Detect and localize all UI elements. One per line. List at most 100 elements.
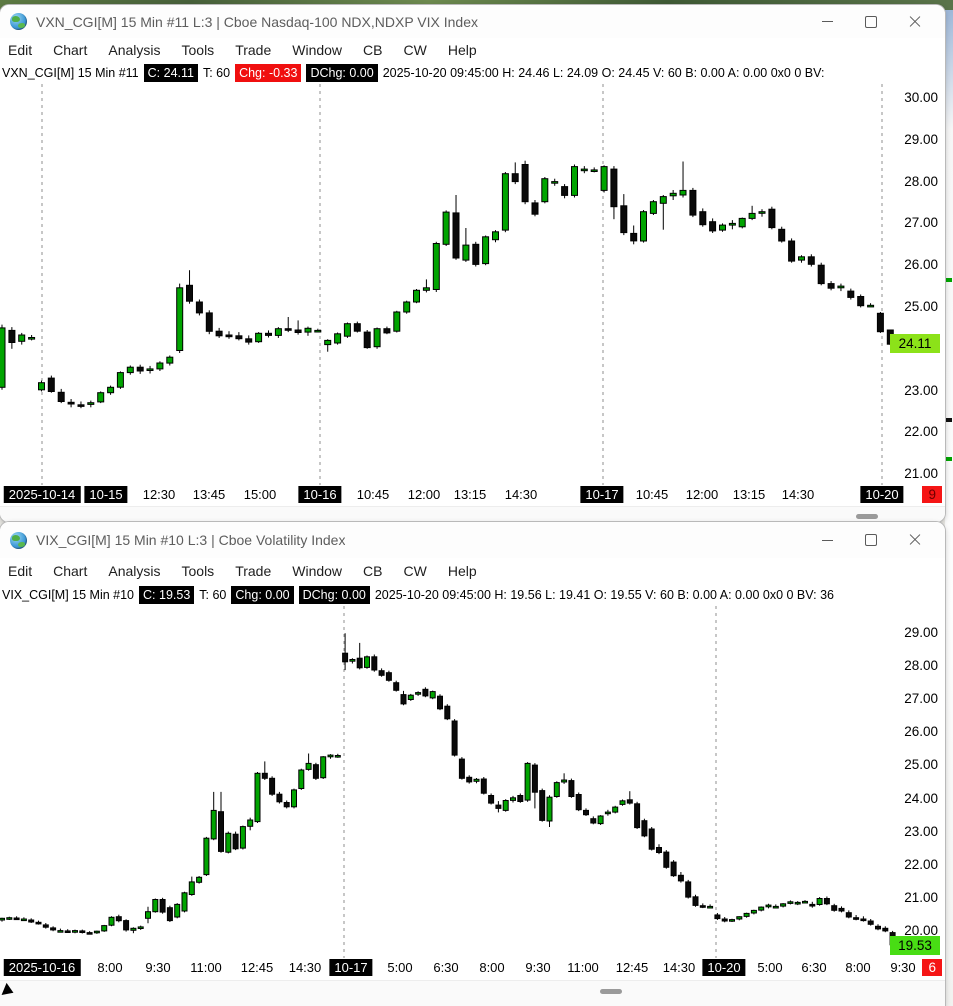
candle-body — [145, 911, 151, 919]
candle-body — [583, 809, 589, 816]
close-button[interactable] — [893, 5, 937, 38]
x-axis-time-label: 11:00 — [567, 960, 599, 975]
candle-body — [620, 205, 628, 234]
time-axis: 9 2025-10-14 10-15 12:30 13:45 15:00 10-16 10:… — [0, 485, 945, 506]
maximize-icon — [865, 15, 877, 28]
candle-body — [451, 720, 458, 756]
x-axis-time-label: 12:45 — [240, 960, 274, 975]
x-axis-time-label: 8:00 — [845, 960, 871, 975]
status-detail: 2025-10-20 09:45:00 H: 19.56 L: 19.41 O:… — [374, 588, 834, 602]
candle-body — [853, 917, 860, 920]
candle-body — [860, 918, 867, 922]
candle-body — [210, 809, 217, 840]
menu-analysis[interactable]: Analysis — [108, 563, 161, 579]
y-axis-tick-label: 20.00 — [904, 922, 938, 938]
x-axis-time-label: 11:00 — [190, 960, 222, 975]
vxn-price-chart[interactable]: 30.0029.0028.0027.0026.0025.0024.0023.00… — [0, 84, 945, 485]
candle-body — [561, 779, 568, 783]
menu-window[interactable]: Window — [292, 42, 343, 58]
candle-body — [42, 924, 49, 928]
desktop-sliver — [945, 10, 953, 1006]
minimize-icon — [821, 21, 833, 22]
x-axis-time-label: 9:30 — [890, 960, 916, 975]
candlestick-plot — [0, 84, 894, 485]
maximize-button[interactable] — [849, 522, 893, 558]
candle-body — [677, 874, 684, 882]
candle-body — [590, 169, 598, 173]
close-button[interactable] — [893, 522, 937, 558]
candle-body — [630, 232, 638, 242]
candle-body — [334, 755, 341, 758]
menu-trade[interactable]: Trade — [235, 563, 272, 579]
menu-help[interactable]: Help — [447, 563, 477, 579]
candle-body — [758, 211, 766, 214]
minimize-button[interactable] — [805, 522, 849, 558]
menu-cb[interactable]: CB — [363, 42, 383, 58]
x-axis-date-label: 10-17 — [329, 959, 373, 976]
menu-edit[interactable]: Edit — [8, 42, 33, 58]
x-axis-time-label: 12:00 — [407, 487, 441, 502]
candle-body — [136, 366, 144, 372]
menu-tools[interactable]: Tools — [181, 563, 215, 579]
menu-tools[interactable]: Tools — [181, 42, 215, 58]
candle-body — [314, 329, 322, 333]
candle-body — [385, 672, 392, 681]
menu-chart[interactable]: Chart — [53, 42, 88, 58]
candle-body — [845, 912, 852, 918]
candle-body — [495, 804, 502, 809]
vix-price-chart[interactable]: 29.00 28.00 27.00 26.00 25.00 24.00 23.00 22.00… — [0, 606, 945, 958]
y-axis-tick-label: 29.00 — [904, 625, 938, 640]
scrollbar-thumb[interactable] — [600, 989, 622, 994]
candle-body — [685, 881, 692, 898]
candle-body — [342, 652, 349, 663]
candle-body — [407, 694, 414, 700]
y-axis-tick-label: 25.00 — [904, 757, 938, 773]
candle-body — [218, 811, 224, 852]
menu-cw[interactable]: CW — [403, 563, 427, 579]
candle-body — [422, 688, 429, 697]
candle-body — [146, 368, 154, 371]
candle-body — [669, 192, 677, 197]
titlebar[interactable]: VIX_CGI[M] 15 Min #10 L:3 | Cboe Volatil… — [0, 522, 945, 558]
menu-help[interactable]: Help — [447, 42, 477, 58]
horizontal-scrollbar[interactable] — [0, 506, 945, 522]
close-icon — [909, 534, 921, 546]
candle-body — [343, 323, 351, 337]
candle-body — [403, 301, 411, 313]
x-axis-date-label: 2025-10-14 — [3, 486, 81, 503]
candle-body — [488, 795, 495, 804]
menu-bar: Edit Chart Analysis Tools Trade Window C… — [0, 558, 945, 584]
menu-analysis[interactable]: Analysis — [108, 42, 161, 58]
menu-trade[interactable]: Trade — [235, 42, 272, 58]
candle-body — [656, 847, 662, 853]
candle-body — [383, 328, 391, 334]
candle-body — [788, 240, 796, 262]
menu-cb[interactable]: CB — [363, 563, 383, 579]
candle-body — [38, 382, 45, 391]
candle-body — [247, 819, 254, 827]
menu-chart[interactable]: Chart — [53, 563, 88, 579]
horizontal-scrollbar[interactable] — [0, 980, 945, 1006]
menu-edit[interactable]: Edit — [8, 563, 33, 579]
candle-body — [531, 202, 539, 215]
menu-cw[interactable]: CW — [403, 42, 427, 58]
candle-body — [159, 899, 166, 913]
candle-body — [640, 211, 647, 242]
candle-body — [245, 338, 253, 343]
candle-body — [415, 692, 422, 695]
candle-body — [79, 930, 86, 933]
candle-body — [123, 920, 130, 931]
scrollbar-thumb[interactable] — [856, 514, 878, 519]
titlebar[interactable]: VXN_CGI[M] 15 Min #11 L:3 | Cboe Nasdaq-… — [0, 5, 945, 38]
candle-body — [47, 377, 55, 393]
candle-body — [462, 244, 470, 261]
candle-body — [181, 892, 188, 912]
candle-body — [283, 802, 290, 808]
minimize-button[interactable] — [805, 5, 849, 38]
candle-body — [64, 930, 71, 933]
candle-body — [334, 333, 342, 344]
maximize-button[interactable] — [849, 5, 893, 38]
last-price-badge: 19.53 — [890, 936, 940, 956]
status-close-badge: C: 24.11 — [143, 64, 198, 82]
menu-window[interactable]: Window — [292, 563, 343, 579]
